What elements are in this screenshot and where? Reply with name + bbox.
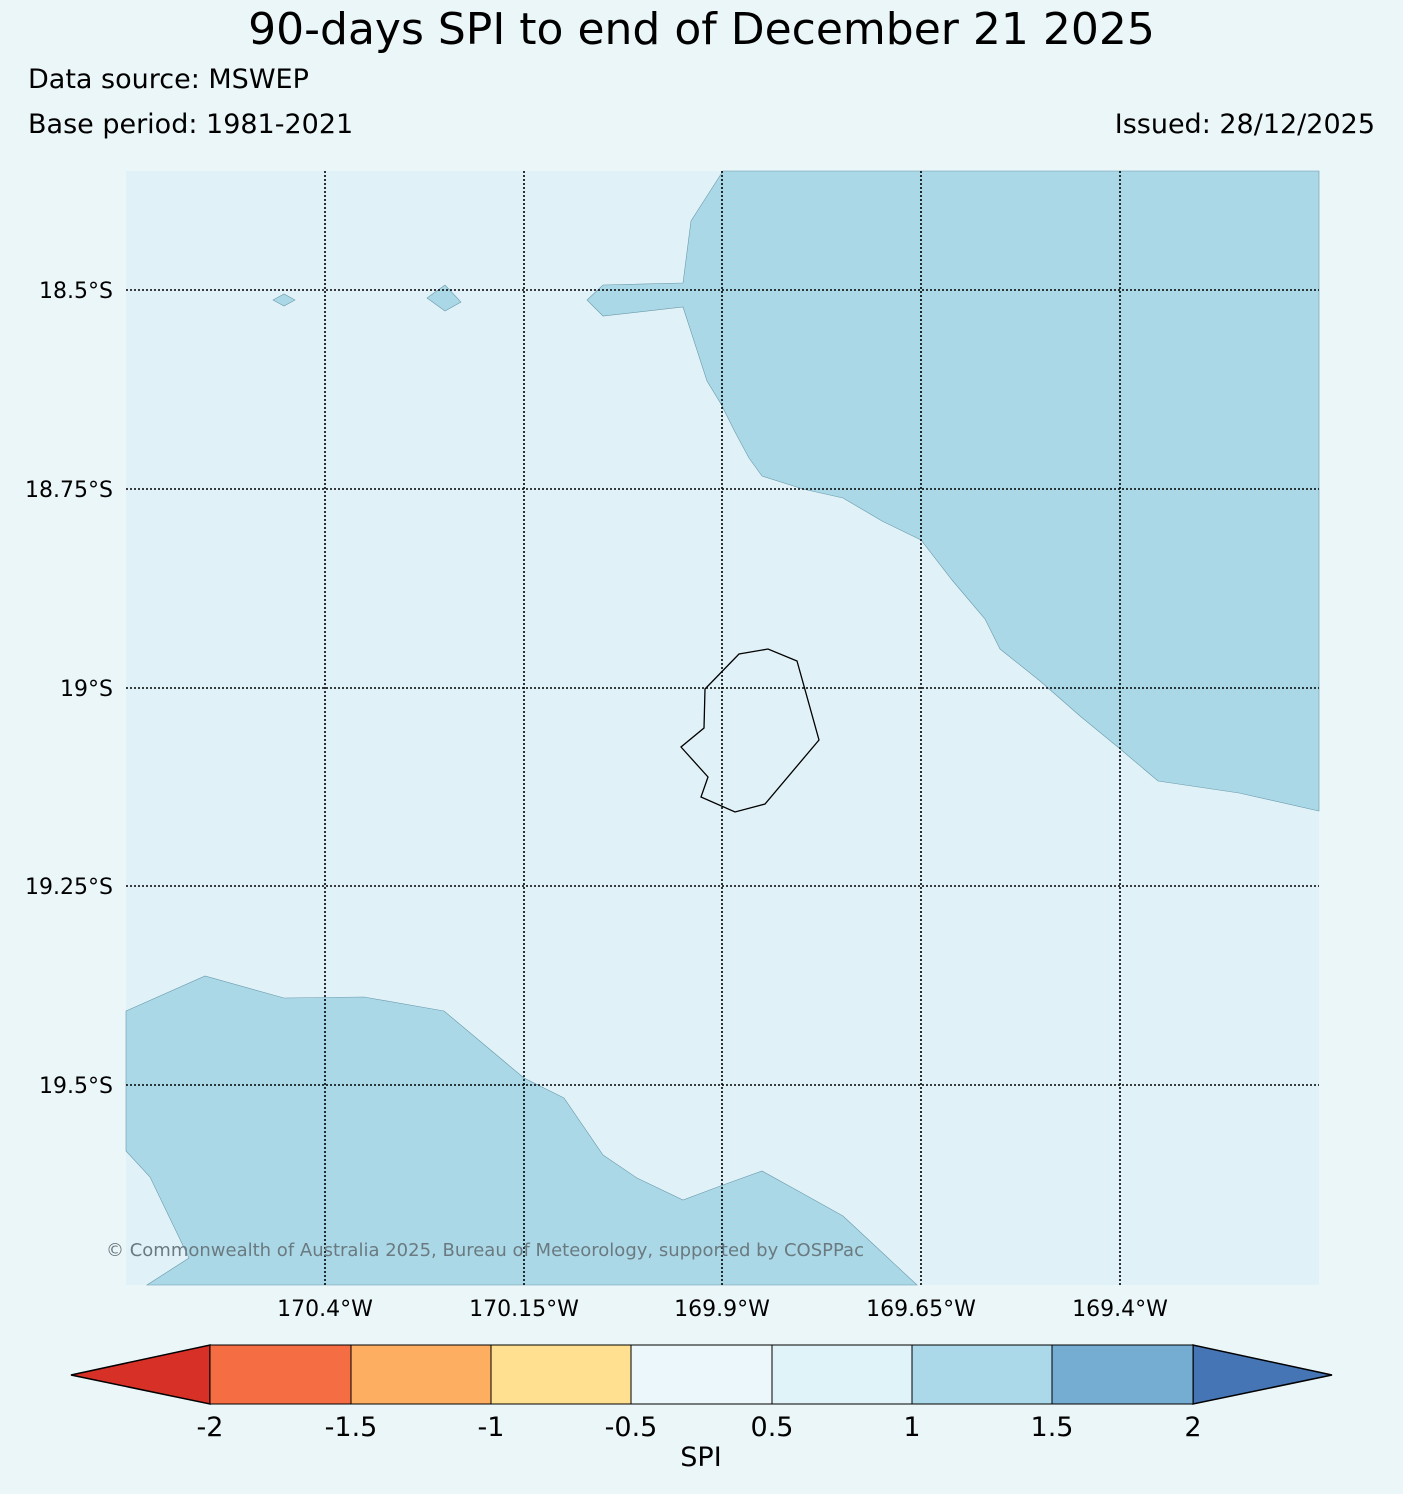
colorbar-segment: [209, 1344, 352, 1405]
colorbar-segment: [350, 1344, 492, 1405]
longitude-tick-labels: 170.4°W 170.15°W 169.9°W 169.65°W 169.4°…: [277, 1297, 1168, 1322]
spi-region-islet-west: [272, 293, 296, 307]
lon-label: 170.4°W: [277, 1297, 373, 1322]
lat-label: 19.25°S: [25, 875, 113, 900]
base-period-label: Base period: 1981-2021: [28, 109, 354, 140]
colorbar-extend-min: [70, 1344, 211, 1405]
colorbar-tick: 0.5: [751, 1412, 794, 1443]
colorbar-segment: [911, 1344, 1053, 1405]
copyright-credit: © Commonwealth of Australia 2025, Bureau…: [106, 1240, 864, 1261]
colorbar-extend-max: [1192, 1344, 1333, 1405]
chart-title: 90-days SPI to end of December 21 2025: [248, 4, 1155, 55]
niue-island-coastline: [680, 648, 820, 813]
colorbar-tick: -0.5: [605, 1412, 658, 1443]
colorbar-segment: [490, 1344, 632, 1405]
graticule: [126, 171, 1319, 1285]
colorbar-tick: 1.5: [1031, 1412, 1074, 1443]
map-panel: © Commonwealth of Australia 2025, Bureau…: [106, 170, 1320, 1286]
lat-label: 19.5°S: [39, 1074, 113, 1099]
colorbar-tick: 2: [1184, 1412, 1201, 1443]
latitude-tick-labels: 18.5°S 18.75°S 19°S 19.25°S 19.5°S: [25, 279, 113, 1099]
lon-label: 169.65°W: [866, 1297, 976, 1322]
lon-label: 169.4°W: [1072, 1297, 1168, 1322]
colorbar-tick: 1: [903, 1412, 920, 1443]
colorbar-segment: [771, 1344, 913, 1405]
colorbar-segment: [630, 1344, 773, 1405]
issued-date-label: Issued: 28/12/2025: [1114, 109, 1375, 140]
data-source-label: Data source: MSWEP: [28, 64, 309, 95]
colorbar-tick: -1: [478, 1412, 505, 1443]
lat-label: 19°S: [60, 677, 113, 702]
spi-region-northeast: [586, 170, 1320, 812]
lat-label: 18.5°S: [39, 279, 113, 304]
spi-colorbar: -2 -1.5 -1 -0.5 0.5 1 1.5 2 SPI: [70, 1344, 1333, 1473]
spi-region-southwest: [125, 975, 918, 1286]
lon-label: 169.9°W: [674, 1297, 770, 1322]
colorbar-segment: [1051, 1344, 1194, 1405]
lon-label: 170.15°W: [469, 1297, 579, 1322]
colorbar-axis-label: SPI: [680, 1442, 721, 1473]
lat-label: 18.75°S: [25, 478, 113, 503]
colorbar-tick: -1.5: [325, 1412, 378, 1443]
colorbar-tick: -2: [197, 1412, 224, 1443]
